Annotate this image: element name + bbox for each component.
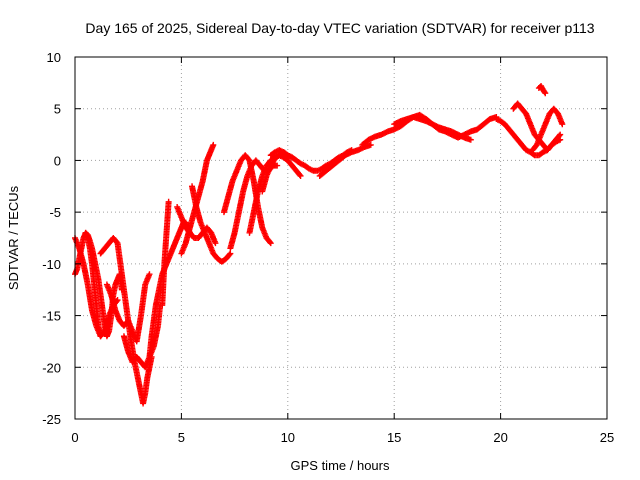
y-tick-label: 10 <box>47 50 61 65</box>
data-point <box>266 239 273 246</box>
y-tick-label: -25 <box>42 412 61 427</box>
chart-title: Day 165 of 2025, Sidereal Day-to-day VTE… <box>85 20 594 36</box>
data-point <box>557 131 564 138</box>
x-tick-label: 5 <box>178 430 185 445</box>
y-tick-label: 5 <box>54 102 61 117</box>
data-point <box>146 271 153 278</box>
y-tick-label: -5 <box>49 205 61 220</box>
x-axis-label: GPS time / hours <box>291 458 390 473</box>
data-point <box>467 136 474 143</box>
data-point <box>227 250 234 257</box>
data-series <box>359 111 500 148</box>
data-series <box>97 235 155 407</box>
data-series <box>391 113 474 143</box>
data-series <box>529 105 566 154</box>
data-point <box>556 132 563 139</box>
x-tick-label: 15 <box>387 430 401 445</box>
data-point <box>212 240 219 247</box>
x-tick-label: 20 <box>493 430 507 445</box>
data-point <box>559 121 566 128</box>
data-points <box>72 82 566 407</box>
x-tick-label: 10 <box>281 430 295 445</box>
data-series <box>120 302 164 371</box>
data-point <box>542 90 549 97</box>
data-point <box>541 89 548 96</box>
data-series <box>159 198 172 309</box>
axis-ticks: 0 5 10 15 20 25 10 5 0 -5 -10 -15 -20 -25 <box>42 50 614 445</box>
data-point <box>367 141 374 148</box>
data-series <box>189 183 234 265</box>
data-series <box>316 141 374 179</box>
y-tick-label: -10 <box>42 257 61 272</box>
data-series <box>174 203 219 247</box>
x-tick-label: 0 <box>71 430 78 445</box>
y-tick-label: 0 <box>54 153 61 168</box>
x-tick-label: 25 <box>600 430 614 445</box>
data-point <box>267 240 274 247</box>
data-point <box>296 171 303 178</box>
data-point <box>274 162 281 169</box>
y-tick-label: -15 <box>42 309 61 324</box>
data-point <box>297 172 304 179</box>
data-point <box>210 141 217 148</box>
data-point <box>165 198 172 205</box>
data-point <box>226 251 233 258</box>
data-series <box>103 271 153 345</box>
data-point <box>97 333 104 340</box>
plot-frame <box>74 56 608 420</box>
y-axis-label: SDTVAR / TECUs <box>6 185 21 290</box>
y-tick-label: -20 <box>42 360 61 375</box>
data-series <box>535 82 549 97</box>
